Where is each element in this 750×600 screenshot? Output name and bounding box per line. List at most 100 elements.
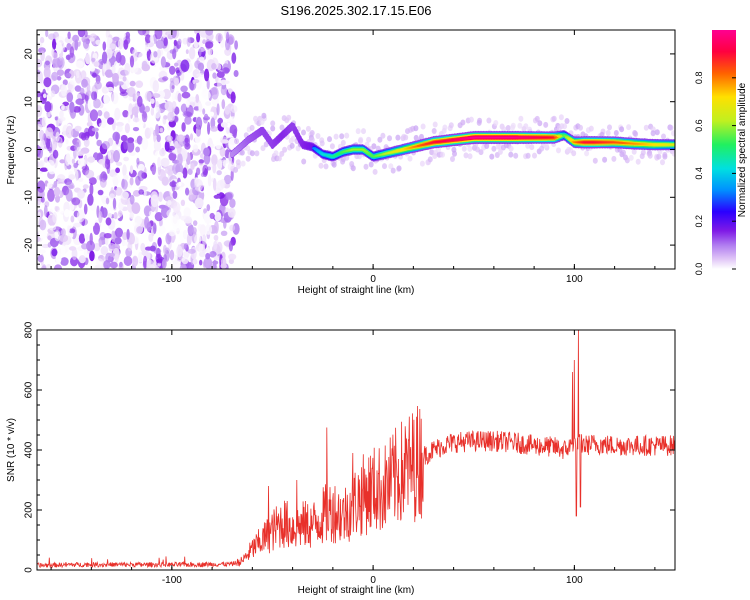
noise-cell: [156, 258, 163, 264]
ridge-haze: [532, 152, 537, 159]
noise-cell: [64, 36, 74, 44]
noise-cell: [181, 91, 191, 99]
noise-cell: [87, 193, 94, 206]
noise-cell: [104, 69, 114, 78]
noise-cell: [201, 248, 207, 253]
noise-cell: [56, 69, 65, 76]
noise-cell: [228, 240, 233, 252]
colorbar-gradient: [712, 30, 736, 269]
noise-cell: [165, 31, 174, 36]
noise-cell: [61, 228, 66, 237]
noise-cell: [37, 180, 46, 193]
noise-cell: [89, 250, 95, 262]
noise-cell: [231, 52, 237, 64]
ridge-haze: [578, 124, 583, 131]
noise-cell: [45, 60, 50, 66]
noise-cell: [203, 257, 213, 269]
noise-cell: [232, 129, 237, 138]
ridge-haze: [508, 145, 514, 152]
noise-cell: [132, 49, 138, 58]
noise-cell: [44, 113, 49, 124]
noise-cell: [60, 257, 69, 266]
noise-cell: [185, 49, 189, 54]
noise-cell: [194, 135, 201, 144]
noise-cell: [109, 261, 118, 269]
noise-cell: [37, 261, 41, 269]
ridge-haze: [508, 151, 514, 158]
noise-cell: [137, 95, 143, 108]
noise-cell: [43, 205, 48, 217]
noise-cell: [37, 144, 42, 157]
noise-cell: [211, 63, 217, 70]
ridge-cell: [313, 148, 319, 151]
noise-cell: [195, 94, 200, 103]
noise-cell: [185, 177, 193, 190]
noise-cell: [153, 140, 162, 152]
noise-cell: [130, 233, 135, 245]
noise-cell: [78, 132, 86, 139]
noise-cell: [120, 78, 130, 90]
noise-cell: [141, 250, 148, 256]
noise-cell: [169, 65, 176, 75]
noise-cell: [204, 224, 213, 235]
noise-cell: [112, 131, 121, 142]
noise-cell: [127, 110, 131, 123]
colorbar-tick-label: 0.4: [694, 167, 704, 180]
noise-cell: [150, 107, 155, 116]
noise-cell: [115, 51, 122, 64]
noise-cell: [124, 123, 130, 134]
ridge-haze: [517, 122, 523, 129]
noise-cell: [47, 188, 55, 202]
noise-cell: [161, 258, 167, 269]
noise-cell: [47, 235, 52, 240]
ridge-haze: [235, 159, 241, 166]
ridge-haze: [647, 152, 653, 159]
noise-cell: [89, 65, 96, 72]
noise-cell: [48, 33, 56, 40]
ridge-cell: [672, 143, 675, 146]
noise-cell: [154, 212, 164, 222]
noise-cell: [137, 170, 145, 182]
noise-cell: [146, 259, 154, 269]
noise-cell: [45, 140, 51, 149]
ridge-haze: [463, 152, 469, 159]
noise-cell: [121, 199, 131, 206]
noise-cell: [180, 59, 190, 72]
ridge-haze: [245, 155, 251, 162]
noise-cell: [143, 255, 148, 269]
noise-cell: [167, 199, 172, 206]
noise-cell: [55, 36, 65, 45]
ridge-haze: [489, 153, 495, 160]
noise-cell: [83, 127, 90, 141]
noise-cell: [146, 145, 152, 159]
noise-cell: [115, 121, 124, 127]
ridge-haze: [529, 144, 535, 151]
noise-cell: [187, 168, 193, 175]
noise-cell: [176, 245, 183, 258]
noise-cell: [140, 242, 146, 252]
noise-cell: [129, 55, 135, 68]
noise-cell: [129, 194, 135, 205]
ridge-haze: [420, 123, 426, 130]
noise-cell: [205, 41, 214, 49]
noise-cell: [132, 127, 140, 132]
noise-cell: [98, 240, 102, 248]
spectrogram-y-tick-label: -10: [24, 190, 35, 205]
noise-cell: [57, 209, 65, 214]
noise-cell: [205, 252, 211, 260]
noise-cell: [103, 260, 111, 269]
noise-cell: [55, 252, 62, 265]
noise-cell: [53, 180, 58, 189]
noise-cell: [37, 254, 44, 263]
noise-cell: [76, 146, 82, 152]
noise-cell: [59, 110, 64, 119]
noise-cell: [98, 122, 107, 128]
noise-cell: [163, 115, 168, 120]
ridge-haze: [635, 158, 641, 165]
noise-cell: [58, 118, 64, 124]
noise-cell: [68, 174, 76, 180]
noise-cell: [59, 234, 69, 243]
noise-cell: [127, 241, 133, 252]
noise-cell: [169, 181, 178, 188]
noise-cell: [184, 216, 193, 227]
